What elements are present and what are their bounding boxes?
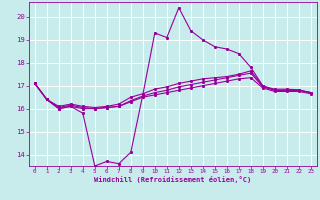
X-axis label: Windchill (Refroidissement éolien,°C): Windchill (Refroidissement éolien,°C) — [94, 176, 252, 183]
